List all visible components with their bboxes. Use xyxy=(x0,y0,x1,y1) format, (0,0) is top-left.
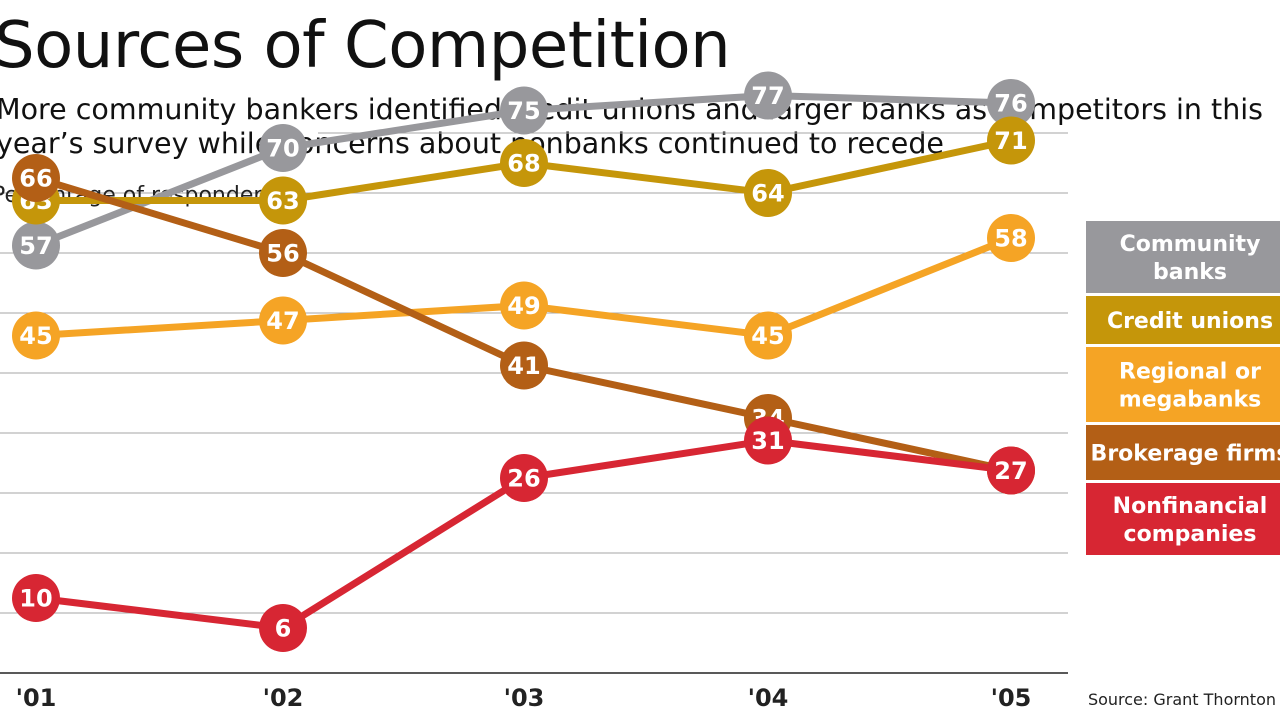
legend-swatch xyxy=(1086,296,1280,344)
data-label: 45 xyxy=(751,322,784,350)
data-label: 56 xyxy=(266,240,299,268)
data-label: 10 xyxy=(19,585,52,613)
data-label: 70 xyxy=(266,135,299,163)
data-point-marker xyxy=(744,311,792,360)
data-label: 66 xyxy=(19,165,52,193)
data-point-marker xyxy=(259,296,307,345)
data-label: 77 xyxy=(751,82,784,110)
data-point: 68 xyxy=(500,139,548,187)
data-point: 70 xyxy=(259,124,307,172)
data-point-marker xyxy=(500,86,548,135)
data-label: 45 xyxy=(19,322,52,350)
data-point: 77 xyxy=(744,71,792,120)
data-point: 58 xyxy=(987,214,1035,262)
data-point: 45 xyxy=(744,311,792,360)
legend-label: Credit unions xyxy=(1107,309,1273,334)
legend-label: Community banks xyxy=(1120,232,1261,285)
data-point: 49 xyxy=(500,281,548,330)
data-point-marker xyxy=(744,71,792,120)
data-label: 41 xyxy=(507,352,540,380)
x-tick-label: '03 xyxy=(504,684,545,712)
data-point: 76 xyxy=(987,79,1035,127)
legend-swatch xyxy=(1086,425,1280,480)
source-note: Source: Grant Thornton xyxy=(1087,690,1276,709)
x-axis: '01 '02 '03 '04 '05 xyxy=(0,672,1068,712)
data-point: 66 xyxy=(12,154,60,202)
data-label: 31 xyxy=(751,427,784,455)
chart-title: Sources of Competition xyxy=(0,9,731,83)
data-point-marker xyxy=(500,454,548,502)
data-point: 56 xyxy=(259,229,307,277)
data-point-marker xyxy=(12,154,60,202)
data-point: 41 xyxy=(500,341,548,390)
data-point: 6 xyxy=(259,604,307,652)
data-point-marker xyxy=(744,416,792,465)
legend-swatch xyxy=(1086,347,1280,422)
data-point-marker xyxy=(987,116,1035,165)
data-label: 57 xyxy=(19,232,52,260)
data-label: 71 xyxy=(994,127,1027,155)
legend-swatch xyxy=(1086,483,1280,555)
data-point: 63 xyxy=(259,176,307,225)
data-point-marker xyxy=(259,604,307,652)
data-label: 6 xyxy=(275,615,292,643)
x-tick-label: '02 xyxy=(263,684,304,712)
data-point-marker xyxy=(500,341,548,390)
data-point-marker xyxy=(500,281,548,330)
data-label: 76 xyxy=(994,90,1027,118)
data-point-marker xyxy=(12,311,60,360)
data-point: 57 xyxy=(12,221,60,270)
data-label: 58 xyxy=(994,225,1027,253)
legend-item: Credit unions xyxy=(1086,296,1280,344)
data-label: 27 xyxy=(994,457,1027,485)
data-point-marker xyxy=(987,446,1035,495)
x-tick-label: '01 xyxy=(16,684,57,712)
legend-swatch xyxy=(1086,221,1280,293)
legend-label: Brokerage firms xyxy=(1091,442,1280,467)
data-point: 10 xyxy=(12,574,60,622)
x-tick-label: '04 xyxy=(748,684,789,712)
data-point-marker xyxy=(12,574,60,622)
data-point-marker xyxy=(259,176,307,225)
data-point: 75 xyxy=(500,86,548,135)
legend-item: Regional or megabanks xyxy=(1086,347,1280,422)
legend-item: Nonfinancial companies xyxy=(1086,483,1280,555)
chart-subtitle: More community bankers identified credit… xyxy=(0,93,1264,160)
data-point: 26 xyxy=(500,454,548,502)
data-point: 45 xyxy=(12,311,60,360)
data-label: 26 xyxy=(507,465,540,493)
data-point: 64 xyxy=(744,169,792,217)
data-label: 75 xyxy=(507,97,540,125)
legend-label: Nonfinancial companies xyxy=(1113,494,1268,547)
data-point-marker xyxy=(259,229,307,277)
data-point: 47 xyxy=(259,296,307,345)
data-point: 71 xyxy=(987,116,1035,165)
data-label: 49 xyxy=(507,292,540,320)
legend-label: Regional or megabanks xyxy=(1119,360,1261,413)
data-point-marker xyxy=(987,214,1035,262)
data-label: 68 xyxy=(507,150,540,178)
data-label: 63 xyxy=(266,187,299,215)
data-label: 64 xyxy=(751,180,784,208)
data-label: 47 xyxy=(266,307,299,335)
x-tick-label: '05 xyxy=(991,684,1032,712)
data-point-marker xyxy=(259,124,307,172)
data-point-marker xyxy=(744,169,792,217)
data-point-marker xyxy=(987,79,1035,127)
data-point: 27 xyxy=(987,446,1035,495)
legend: Community banks Credit unions Regional or me… xyxy=(1086,221,1280,555)
legend-item: Community banks xyxy=(1086,221,1280,293)
data-point: 31 xyxy=(744,416,792,465)
data-point-marker xyxy=(12,221,60,270)
data-points: 5770757776636368647145474945586656413427… xyxy=(12,71,1035,652)
legend-item: Brokerage firms xyxy=(1086,425,1280,480)
data-point-marker xyxy=(500,139,548,187)
